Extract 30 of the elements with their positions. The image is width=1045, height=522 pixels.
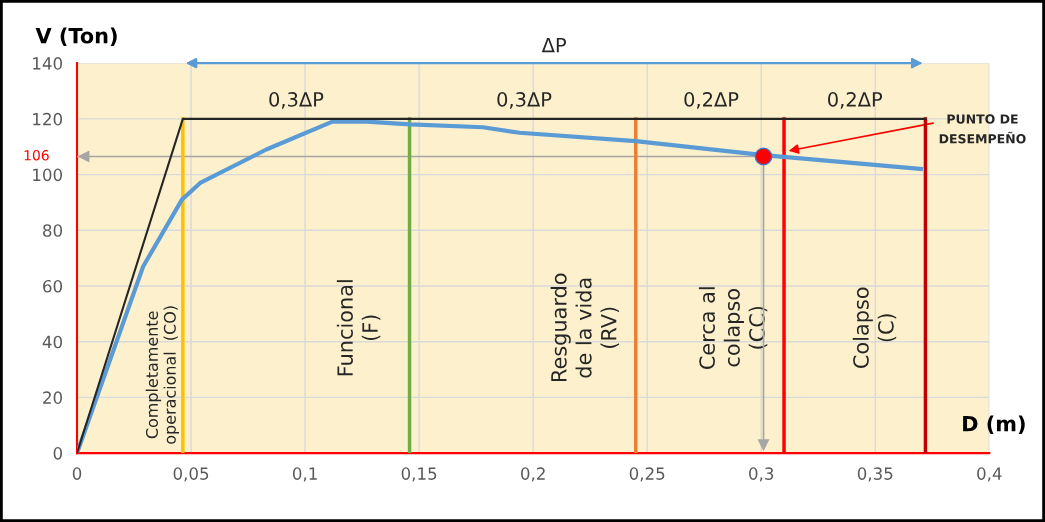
- x-tick-label: 0,05: [173, 467, 209, 482]
- y-axis-title: V (Ton): [35, 27, 117, 46]
- x-tick-label: 0,3: [749, 467, 774, 482]
- annotation: 0,3ΔP: [497, 92, 552, 109]
- x-tick-label: 0,35: [857, 467, 893, 482]
- x-tick-label: 0,4: [977, 467, 1002, 482]
- y-tick-label: 100: [33, 168, 63, 182]
- ref-line-label: Completamente operacional (CO): [145, 306, 179, 444]
- ref-line-label: Colapso (C): [852, 287, 897, 368]
- y-tick-label: 60: [43, 279, 63, 293]
- y-tick-label: 0: [53, 447, 63, 460]
- ref-line-label: Resguardo de la vida (RV): [550, 273, 620, 382]
- annotation: 0,3ΔP: [269, 92, 324, 109]
- y-tick-label: 140: [33, 57, 63, 70]
- y-tick-label: 80: [43, 224, 63, 237]
- text: ΔP: [541, 37, 566, 53]
- y-tick-label: 120: [33, 112, 63, 126]
- y-tick-label: 20: [43, 391, 63, 404]
- annotation: 0,2ΔP: [828, 92, 883, 109]
- annotation: 0,2ΔP: [684, 92, 739, 109]
- x-tick-label: 0,1: [292, 467, 317, 482]
- x-tick-label: 0,25: [629, 467, 665, 482]
- x-tick-label: 0,2: [521, 467, 545, 482]
- x-tick-label: 0: [72, 467, 82, 480]
- y-tick-label: 40: [42, 335, 63, 349]
- annotation: PUNTO DE DESEMPEÑO: [939, 114, 1026, 144]
- x-axis-title: D (m): [963, 415, 1025, 434]
- ref-line-label: 106: [24, 149, 49, 161]
- x-tick-label: 0,15: [401, 467, 437, 482]
- ref-line-label: Funcional (F): [336, 280, 381, 376]
